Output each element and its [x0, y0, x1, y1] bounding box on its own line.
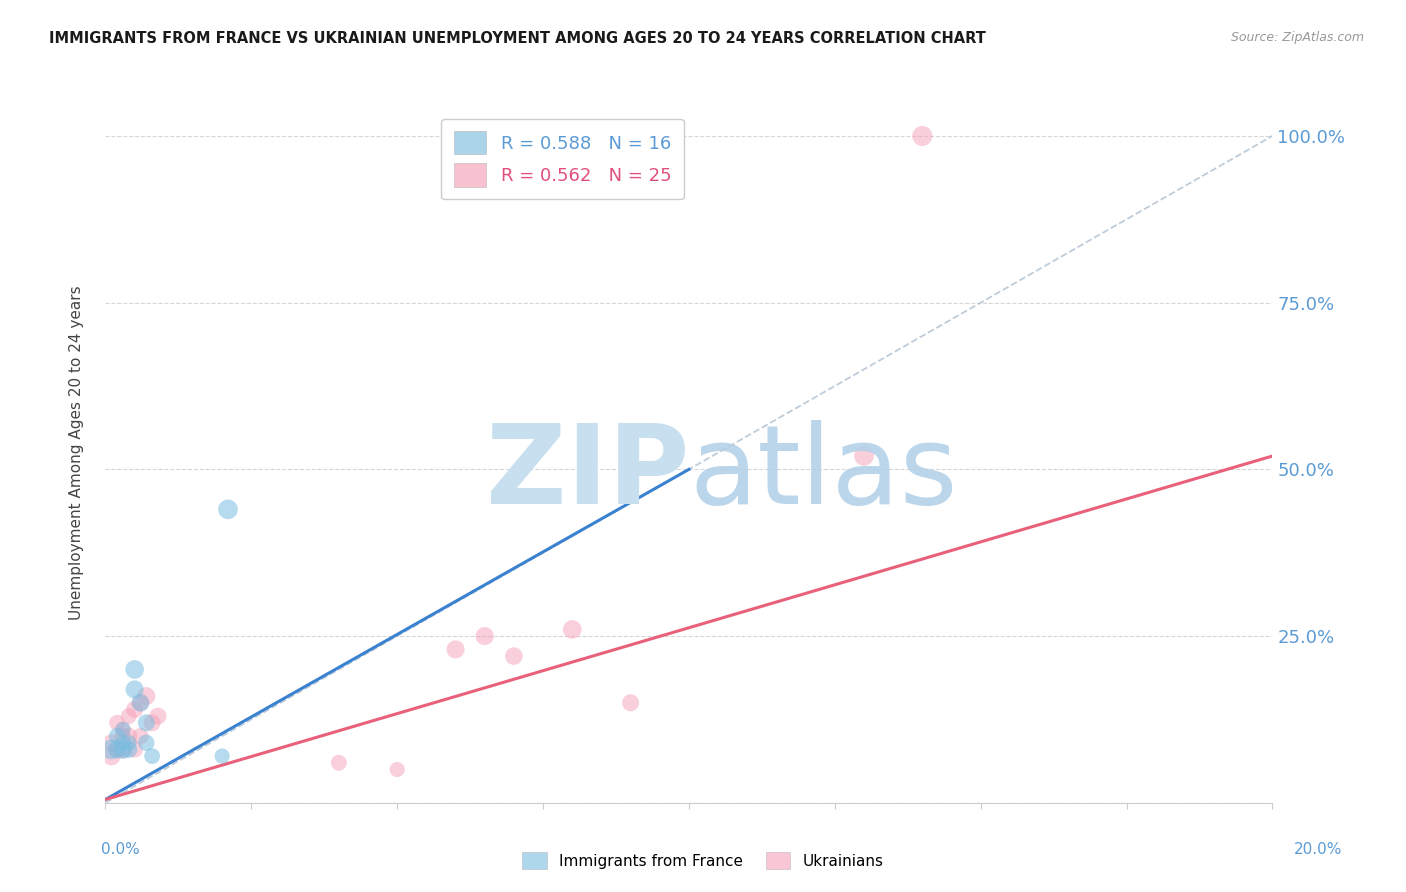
Point — [141, 749, 163, 764]
Y-axis label: Unemployment Among Ages 20 to 24 years: Unemployment Among Ages 20 to 24 years — [69, 285, 84, 620]
Point — [111, 736, 134, 750]
Point — [911, 128, 934, 143]
Point — [111, 723, 134, 737]
Point — [852, 449, 875, 463]
Text: 0.0%: 0.0% — [101, 842, 141, 856]
Text: ZIP: ZIP — [485, 420, 689, 527]
Text: Source: ZipAtlas.com: Source: ZipAtlas.com — [1230, 31, 1364, 45]
Point — [118, 736, 141, 750]
Point — [111, 729, 134, 743]
Point — [385, 763, 409, 777]
Legend: R = 0.588   N = 16, R = 0.562   N = 25: R = 0.588 N = 16, R = 0.562 N = 25 — [441, 119, 685, 199]
Point — [118, 729, 141, 743]
Point — [118, 742, 141, 756]
Point — [328, 756, 350, 770]
Point — [129, 729, 152, 743]
Point — [503, 649, 526, 664]
Point — [135, 736, 157, 750]
Point — [561, 623, 583, 637]
Text: 20.0%: 20.0% — [1295, 842, 1343, 856]
Point — [135, 715, 157, 730]
Point — [124, 702, 146, 716]
Point — [105, 742, 128, 756]
Point — [111, 742, 134, 756]
Point — [124, 742, 146, 756]
Point — [118, 709, 141, 723]
Point — [619, 696, 641, 710]
Point — [105, 729, 128, 743]
Point — [100, 742, 122, 756]
Point — [135, 689, 157, 703]
Legend: Immigrants from France, Ukrainians: Immigrants from France, Ukrainians — [516, 846, 890, 875]
Point — [146, 709, 169, 723]
Point — [105, 742, 128, 756]
Point — [124, 682, 146, 697]
Point — [444, 642, 467, 657]
Text: IMMIGRANTS FROM FRANCE VS UKRAINIAN UNEMPLOYMENT AMONG AGES 20 TO 24 YEARS CORRE: IMMIGRANTS FROM FRANCE VS UKRAINIAN UNEM… — [49, 31, 986, 46]
Point — [474, 629, 496, 643]
Point — [124, 662, 146, 676]
Text: atlas: atlas — [689, 420, 957, 527]
Point — [129, 696, 152, 710]
Point — [111, 723, 134, 737]
Point — [105, 715, 128, 730]
Point — [211, 749, 233, 764]
Point — [100, 736, 122, 750]
Point — [141, 715, 163, 730]
Point — [111, 742, 134, 756]
Point — [100, 749, 122, 764]
Point — [217, 502, 239, 516]
Point — [129, 696, 152, 710]
